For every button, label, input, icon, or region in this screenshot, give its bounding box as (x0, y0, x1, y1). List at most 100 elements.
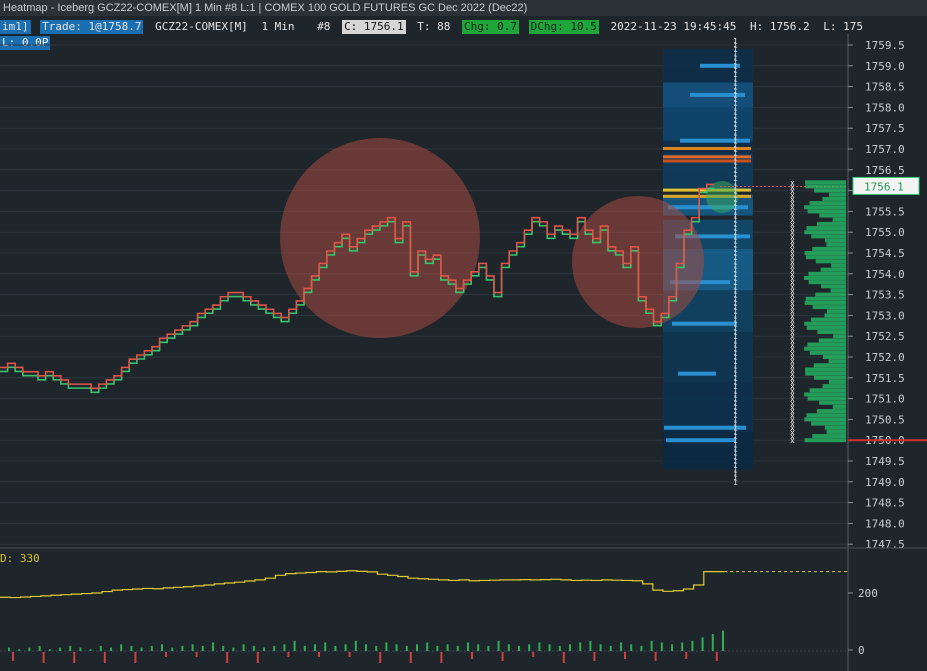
volume-bar-down (440, 652, 443, 663)
depth-tick: 1 (733, 365, 738, 374)
volume-bar-up (671, 644, 673, 651)
volume-bar-up (242, 644, 245, 651)
depth-bar (824, 425, 846, 430)
depth-tick: 1 (733, 78, 738, 87)
depth-label: x (790, 187, 795, 196)
depth-tick: 1 (733, 153, 738, 162)
pl-value: L: 0.0P (0, 36, 51, 50)
depth-tick: 1 (733, 237, 738, 246)
depth-label: x (790, 245, 795, 254)
price-tick-label: 1756.5 (865, 164, 905, 177)
depth-label: x (790, 320, 795, 329)
depth-tick: 1 (733, 457, 738, 466)
depth-label: x (790, 365, 795, 374)
depth-tick: 1 (733, 332, 738, 341)
depth-tick: 1 (733, 261, 738, 270)
depth-label: x (790, 274, 795, 283)
volume-bar-up (171, 647, 174, 651)
depth-tick: 1 (733, 87, 738, 96)
depth-tick: 1 (733, 191, 738, 200)
depth-tick: 1 (733, 220, 738, 229)
volume-bar-down (593, 652, 596, 661)
depth-tick: 1 (733, 228, 738, 237)
depth-bar (805, 371, 846, 376)
volume-bar-up (375, 645, 378, 651)
depth-label: x (790, 216, 795, 225)
high-value: H: 1756.2 (749, 20, 810, 33)
depth-label: x (790, 249, 795, 258)
price-high-line (0, 183, 715, 390)
depth-bar (816, 221, 846, 226)
volume-bar-up (620, 642, 622, 651)
depth-tick: 1 (733, 415, 738, 424)
volume-bar-up (344, 644, 347, 651)
volume-bar-up (89, 649, 92, 651)
depth-tick: 1 (733, 137, 738, 146)
depth-tick: 1 (733, 311, 738, 320)
depth-tick: 1 (733, 212, 738, 221)
depth-tick: 1 (733, 91, 738, 100)
depth-label: x (790, 191, 795, 200)
cvd-value-label: D: 330 (0, 552, 40, 565)
volume-bar-up (181, 645, 184, 651)
depth-label: x (790, 295, 795, 304)
volume-bar-up (38, 645, 41, 651)
price-axis: 1759.5 1759.0 1758.5 1758.0 1757.5 1757.0 1756… (847, 34, 927, 671)
depth-label: x (790, 399, 795, 408)
depth-tick: 1 (733, 241, 738, 250)
depth-label: x (790, 382, 795, 391)
volume-bar-down (195, 652, 198, 657)
volume-bar-up (130, 645, 133, 651)
depth-tick: 1 (733, 274, 738, 283)
depth-tick: 1 (733, 428, 738, 437)
volume-bar-up (334, 645, 337, 651)
depth-label: x (790, 207, 795, 216)
depth-bar (804, 251, 846, 255)
depth-tick: 1 (733, 53, 738, 62)
depth-tick: 1 (733, 345, 738, 354)
heat-level (690, 92, 745, 97)
volume-bar-up (467, 642, 469, 651)
depth-bar (821, 284, 846, 289)
heat-level (664, 425, 746, 430)
price-tick-label: 1747.5 (865, 538, 905, 551)
depth-tick: 1 (733, 316, 738, 325)
depth-tick: 1 (733, 74, 738, 83)
depth-bar (804, 300, 846, 305)
depth-label: x (790, 232, 795, 241)
volume-bar-up (314, 644, 316, 651)
price-axis-background (848, 34, 927, 550)
heat-band (663, 381, 753, 432)
depth-bar (818, 338, 846, 343)
volume-bar-down (348, 652, 351, 657)
volume-bar-up (191, 644, 194, 651)
volume-bar-down (165, 652, 167, 657)
depth-label: x (790, 266, 795, 275)
depth-label: x (790, 361, 795, 370)
depth-tick: 1 (733, 453, 738, 462)
depth-bar (832, 404, 846, 409)
price-tick-label: 1758.5 (865, 81, 905, 94)
depth-bar (804, 230, 846, 235)
depth-tick: 1 (733, 128, 738, 137)
volume-bar-down (532, 652, 535, 657)
last-trade: Trade: 1@1758.7 (40, 20, 144, 34)
depth-bar (817, 330, 846, 335)
depth-bar (812, 305, 846, 310)
depth-tick: 1 (733, 178, 738, 187)
window-title: Heatmap - Iceberg GCZ22-COMEX[M] 1 Min #… (3, 2, 528, 14)
price-tick-label: 1757.5 (865, 122, 905, 135)
depth-tick: 1 (733, 108, 738, 117)
depth-label: x (790, 341, 795, 350)
heat-level (672, 321, 737, 326)
current-price-box (852, 176, 920, 195)
depth-tick: 1 (733, 478, 738, 487)
volume-bar-up (110, 647, 112, 651)
depth-tick: 1 (733, 195, 738, 204)
change-value: Chg: 0.7 (462, 20, 520, 34)
depth-label: x (790, 336, 795, 345)
depth-tick: 1 (733, 449, 738, 458)
volume-bar-down (318, 652, 320, 657)
depth-tick: 1 (733, 249, 738, 258)
